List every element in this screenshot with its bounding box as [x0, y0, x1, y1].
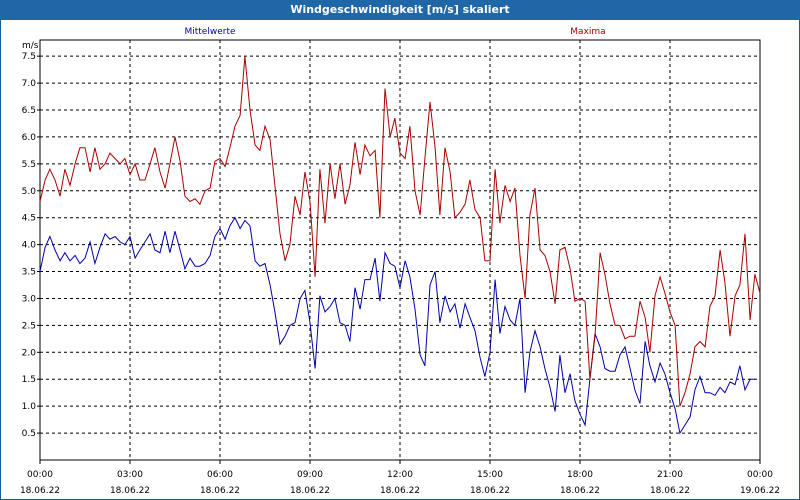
- x-tick-time-label: 21:00: [657, 470, 683, 480]
- y-tick-label: 6.5: [22, 106, 36, 116]
- y-tick-label: 5.0: [22, 187, 37, 197]
- legend-mittelwerte: Mittelwerte: [184, 27, 235, 37]
- x-tick-date-label: 18.06.22: [200, 486, 240, 496]
- x-tick-time-label: 09:00: [297, 470, 323, 480]
- x-tick-time-label: 12:00: [387, 470, 413, 480]
- y-tick-label: 2.0: [22, 348, 37, 358]
- x-tick-date-label: 18.06.22: [650, 486, 690, 496]
- x-tick-time-label: 15:00: [477, 470, 503, 480]
- y-tick-label: 7.5: [22, 52, 36, 62]
- legend-maxima: Maxima: [570, 27, 605, 37]
- x-tick-time-label: 06:00: [207, 470, 233, 480]
- x-tick-date-label: 18.06.22: [110, 486, 150, 496]
- series-layer: [39, 56, 761, 435]
- series-line-mittelwerte: [39, 216, 755, 435]
- y-tick-label: 1.5: [22, 375, 36, 385]
- y-tick-label: 7.0: [22, 79, 37, 89]
- x-tick-time-label: 03:00: [117, 470, 143, 480]
- x-tick-date-label: 18.06.22: [470, 486, 510, 496]
- y-tick-label: 4.0: [22, 241, 37, 251]
- y-tick-label: 0.5: [22, 429, 36, 439]
- x-tick-date-label: 18.06.22: [560, 486, 600, 496]
- chart-title: Windgeschwindigkeit [m/s] skaliert: [0, 0, 800, 20]
- y-tick-label: 1.0: [22, 402, 37, 412]
- gridlines: [40, 40, 760, 460]
- series-line-maxima: [39, 56, 761, 407]
- x-tick-date-label: 18.06.22: [380, 486, 420, 496]
- x-tick-time-label: 18:00: [567, 470, 593, 480]
- y-tick-label: 6.0: [22, 133, 37, 143]
- y-tick-label: 3.5: [22, 268, 36, 278]
- y-tick-label: 2.5: [22, 321, 36, 331]
- x-tick-date-label: 18.06.22: [290, 486, 330, 496]
- y-tick-label: 5.5: [22, 160, 36, 170]
- y-tick-label: 4.5: [22, 214, 36, 224]
- y-tick-label: 3.0: [22, 294, 37, 304]
- y-axis-ticks: 0.5 1.0 1.5 2.0 2.5 3.0 3.5 4.0 4.5 5.0 5.5 6.0 6.5 7…: [22, 52, 40, 439]
- x-tick-time-label: 00:00: [747, 470, 773, 480]
- x-tick-date-label: 19.06.22: [740, 486, 780, 496]
- y-axis-unit-label: m/s: [22, 41, 39, 51]
- x-axis-ticks: 00:00 18.06.22 03:00 18.06.22 06:00 18.06.22 0…: [20, 460, 780, 496]
- x-tick-date-label: 18.06.22: [20, 486, 60, 496]
- x-tick-time-label: 00:00: [27, 470, 53, 480]
